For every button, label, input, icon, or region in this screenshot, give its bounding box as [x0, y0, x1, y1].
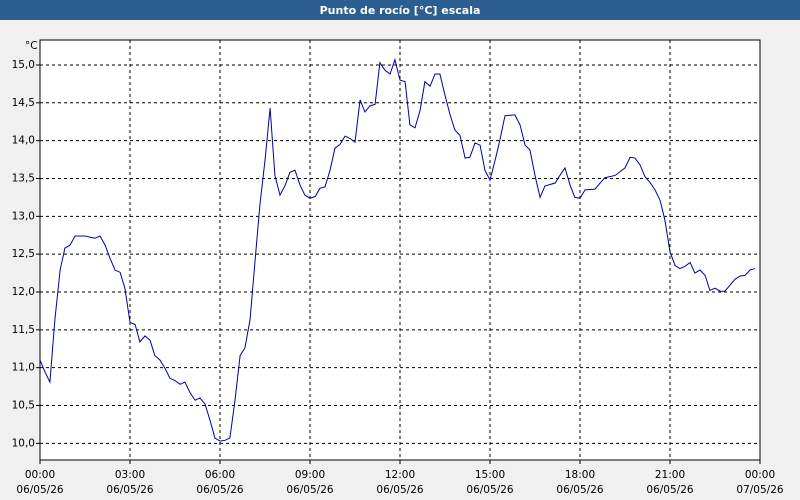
- y-tick-label: 11,5: [12, 324, 35, 336]
- x-tick-label: 15:00: [475, 469, 505, 481]
- x-tick-date: 06/05/26: [16, 484, 63, 496]
- x-tick-date: 06/05/26: [556, 484, 603, 496]
- x-tick-label: 03:00: [115, 469, 145, 481]
- x-tick-label: 00:00: [745, 469, 775, 481]
- y-tick-label: 10,5: [12, 400, 35, 412]
- x-tick-date: 06/05/26: [646, 484, 693, 496]
- x-tick-label: 06:00: [205, 469, 235, 481]
- y-tick-label: 13,0: [12, 210, 35, 222]
- y-tick-label: 11,0: [12, 362, 35, 374]
- y-tick-label: 10,0: [12, 437, 35, 449]
- x-tick-label: 12:00: [385, 469, 415, 481]
- x-tick-date: 06/05/26: [286, 484, 333, 496]
- y-tick-label: 14,0: [12, 135, 35, 147]
- x-tick-date: 06/05/26: [196, 484, 243, 496]
- x-tick-label: 21:00: [655, 469, 685, 481]
- x-tick-date: 07/05/26: [736, 484, 783, 496]
- y-tick-label: 12,0: [12, 286, 35, 298]
- x-tick-label: 00:00: [25, 469, 55, 481]
- title-bar: [0, 0, 800, 20]
- y-tick-label: 13,5: [12, 172, 35, 184]
- x-tick-date: 06/05/26: [466, 484, 513, 496]
- y-unit: °C: [25, 40, 38, 52]
- chart-title: Punto de rocío [°C] escala: [320, 4, 481, 17]
- x-tick-label: 09:00: [295, 469, 325, 481]
- y-tick-label: 15,0: [12, 59, 35, 71]
- x-tick-date: 06/05/26: [106, 484, 153, 496]
- y-tick-label: 14,5: [12, 97, 35, 109]
- x-tick-date: 06/05/26: [376, 484, 423, 496]
- x-tick-label: 18:00: [565, 469, 595, 481]
- y-tick-label: 12,5: [12, 248, 35, 260]
- data-line: [39, 57, 756, 442]
